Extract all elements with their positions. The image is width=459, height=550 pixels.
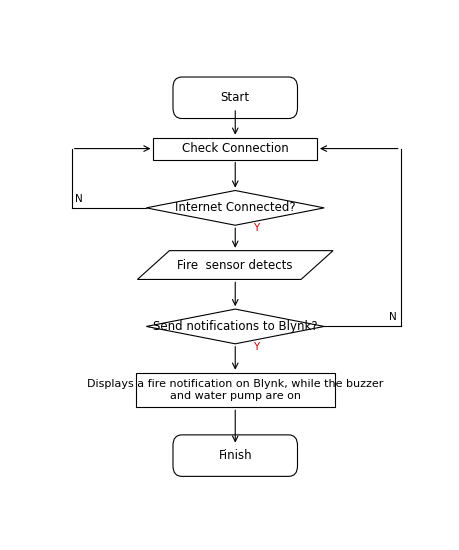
Text: Start: Start [221, 91, 250, 104]
Text: Check Connection: Check Connection [182, 142, 289, 155]
Bar [153, 138, 317, 160]
Text: Fire  sensor detects: Fire sensor detects [178, 258, 293, 272]
Polygon shape [146, 190, 324, 226]
Text: Displays a fire notification on Blynk, while the buzzer
and water pump are on: Displays a fire notification on Blynk, w… [87, 379, 383, 401]
Text: Y: Y [253, 342, 259, 351]
Text: N: N [75, 194, 83, 204]
Polygon shape [146, 309, 324, 344]
FancyBboxPatch shape [173, 435, 297, 476]
Text: Send notifications to Blynk?: Send notifications to Blynk? [153, 320, 318, 333]
Polygon shape [137, 251, 333, 279]
Text: Finish: Finish [218, 449, 252, 462]
FancyBboxPatch shape [173, 77, 297, 118]
Text: Y: Y [253, 223, 259, 233]
Text: Internet Connected?: Internet Connected? [175, 201, 296, 214]
Bar [136, 372, 335, 408]
Text: N: N [389, 312, 397, 322]
